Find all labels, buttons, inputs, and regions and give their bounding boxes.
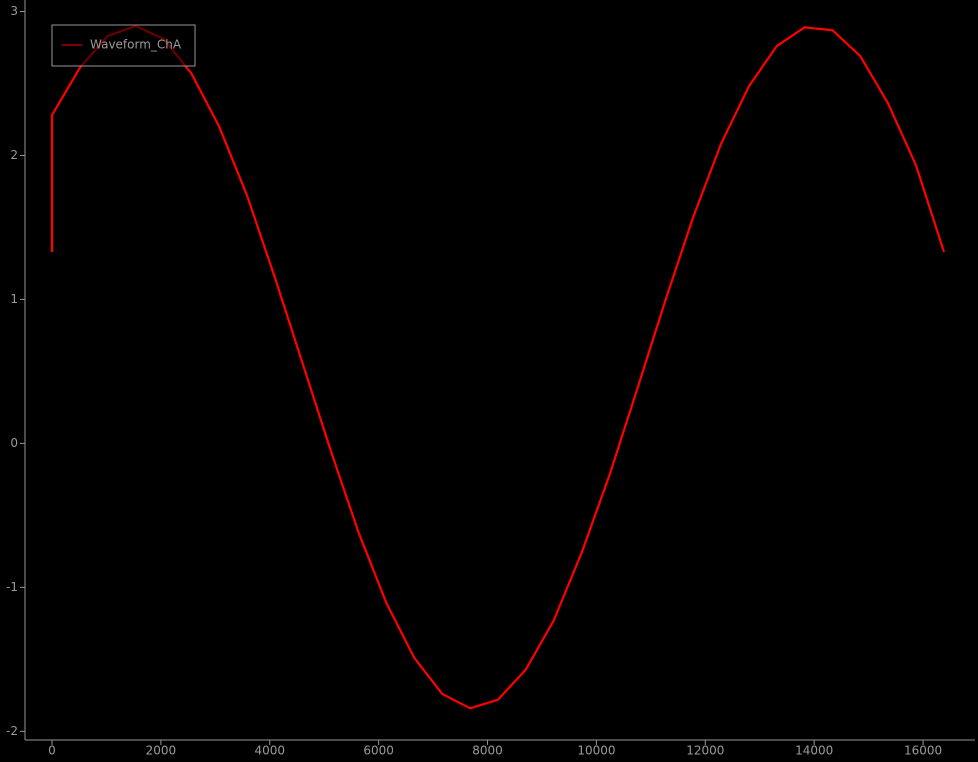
y-tick-label: 2: [10, 148, 18, 162]
x-tick-label: 6000: [363, 744, 394, 758]
x-tick-label: 16000: [904, 744, 942, 758]
legend-box: [51, 24, 196, 67]
x-tick-label: 8000: [472, 744, 503, 758]
y-tick-label: 3: [10, 4, 18, 18]
y-tick-label: -1: [6, 580, 18, 594]
x-tick-label: 4000: [254, 744, 285, 758]
x-tick-label: 12000: [686, 744, 724, 758]
x-tick-label: 0: [48, 744, 56, 758]
y-tick-label: 0: [10, 436, 18, 450]
x-tick-label: 14000: [795, 744, 833, 758]
legend-label: Waveform_ChA: [90, 38, 182, 52]
x-tick-label: 10000: [577, 744, 615, 758]
x-tick-label: 2000: [146, 744, 177, 758]
y-tick-label: 1: [10, 292, 18, 306]
y-tick-label: -2: [6, 724, 18, 738]
